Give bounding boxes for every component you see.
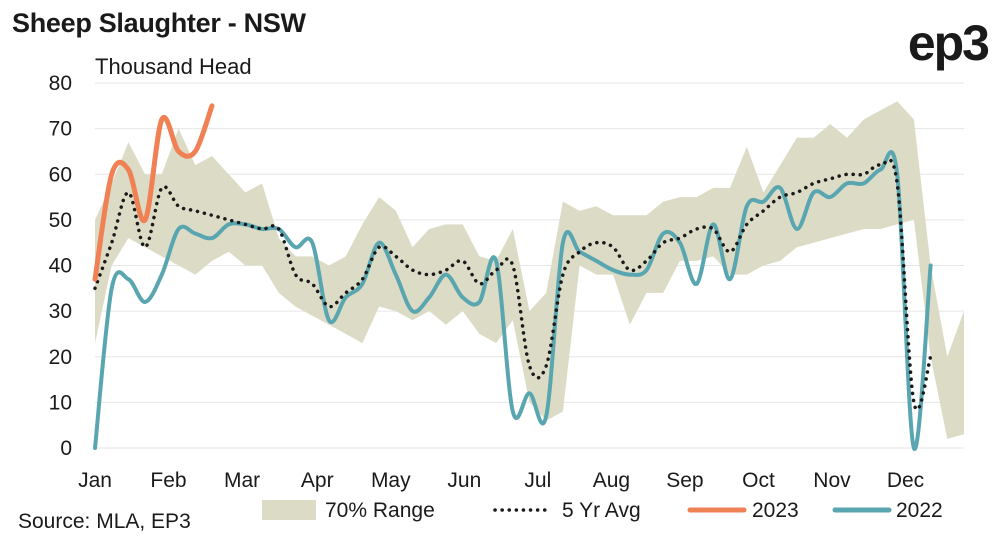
legend-label-range: 70% Range <box>325 499 435 522</box>
y-tick-label: 20 <box>49 346 72 369</box>
series-group <box>92 101 964 451</box>
y-axis-ticks: 0 10 20 30 40 50 60 70 80 <box>49 72 72 460</box>
chart-title: Sheep Slaughter - NSW <box>12 8 306 38</box>
y-tick-label: 40 <box>49 255 72 278</box>
legend-item-avg: 5 Yr Avg <box>493 499 641 522</box>
y-tick-label: 80 <box>49 72 72 95</box>
legend-item-range: 70% Range <box>262 499 435 522</box>
legend-label-s2023: 2023 <box>752 499 799 522</box>
x-tick-label: Aug <box>593 469 630 492</box>
y-tick-label: 70 <box>49 118 72 141</box>
x-axis-ticks: Jan Feb Mar Apr May Jun Jul Aug Sep Oct Nov Dec <box>78 469 924 492</box>
x-tick-label: Feb <box>150 469 186 492</box>
x-tick-label: Jun <box>447 469 481 492</box>
x-tick-label: Jan <box>78 469 112 492</box>
y-tick-label: 60 <box>49 163 72 186</box>
series-2023-line <box>92 103 215 282</box>
legend-label-avg: 5 Yr Avg <box>562 499 641 522</box>
x-tick-label: Dec <box>887 469 924 492</box>
y-tick-label: 50 <box>49 209 72 232</box>
x-tick-label: Mar <box>224 469 260 492</box>
range-band <box>95 101 964 439</box>
x-tick-label: May <box>371 469 411 492</box>
legend-item-s2023: 2023 <box>687 499 799 522</box>
x-tick-label: Nov <box>813 469 851 492</box>
x-tick-label: Sep <box>666 469 703 492</box>
legend: 70% Range 5 Yr Avg 2023 2022 <box>262 499 943 522</box>
x-tick-label: Oct <box>742 469 775 492</box>
y-tick-label: 0 <box>60 437 72 460</box>
ep3-logo: ep3 <box>907 15 990 71</box>
y-axis-unit-label: Thousand Head <box>95 54 252 79</box>
x-tick-label: Jul <box>524 469 551 492</box>
x-tick-label: Apr <box>301 469 334 492</box>
y-tick-label: 10 <box>49 391 72 414</box>
legend-label-s2022: 2022 <box>896 499 943 522</box>
legend-swatch-range <box>262 500 316 520</box>
five-year-avg-line <box>93 158 933 412</box>
source-note: Source: MLA, EP3 <box>18 510 191 533</box>
legend-item-s2022: 2022 <box>832 499 943 522</box>
y-tick-label: 30 <box>49 300 72 323</box>
